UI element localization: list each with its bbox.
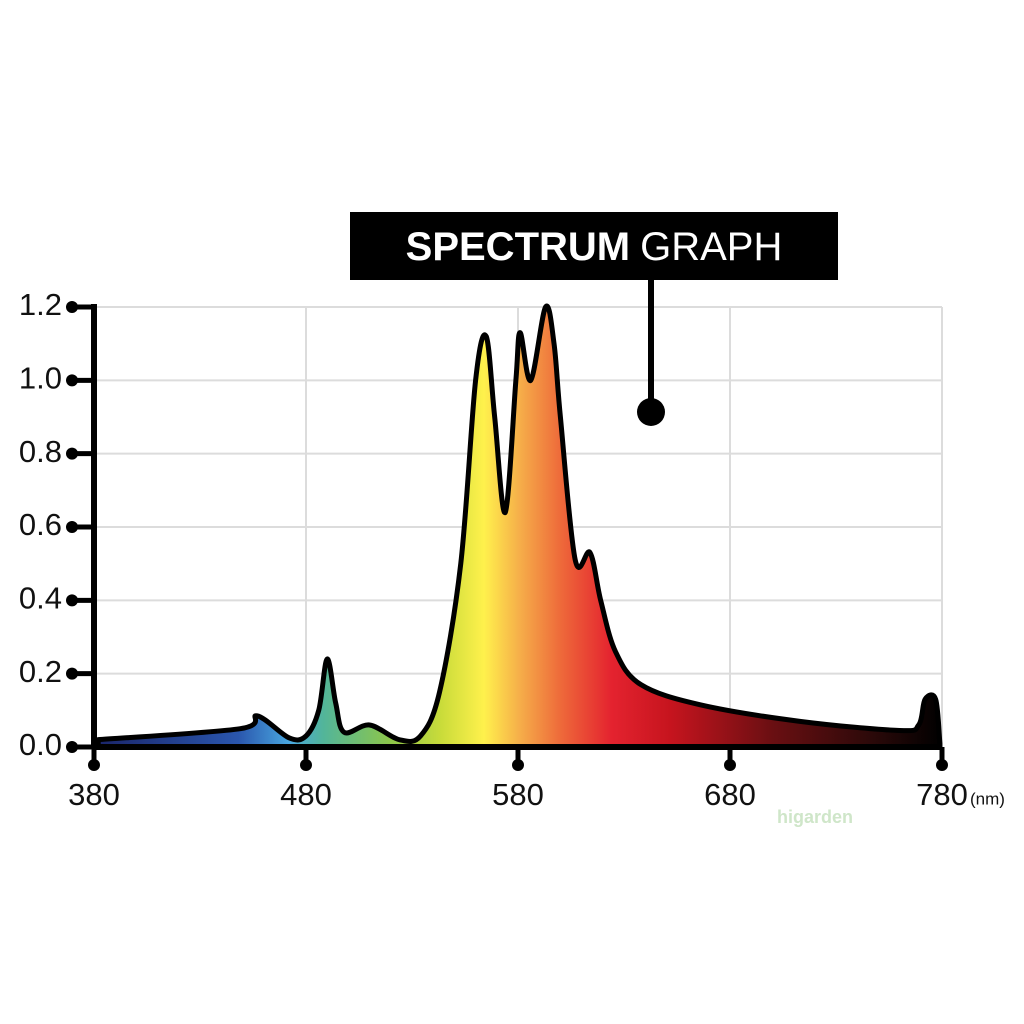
x-tick-label: 480 <box>280 777 332 812</box>
title-bold: SPECTRUM <box>406 225 630 269</box>
x-tick-dot <box>724 759 736 771</box>
y-tick-label: 0.2 <box>19 654 62 689</box>
area-layer <box>95 303 943 750</box>
y-tick-dot <box>66 301 78 313</box>
x-tick-dot <box>512 759 524 771</box>
x-tick-label: 380 <box>68 777 120 812</box>
title-light: GRAPH <box>640 225 782 269</box>
y-tick-label: 1.2 <box>19 287 62 322</box>
y-tick-dot <box>66 521 78 533</box>
title-dot <box>637 398 665 426</box>
y-tick-dot <box>66 447 78 460</box>
y-tick-label: 0.6 <box>19 507 62 542</box>
y-tick-dot <box>66 667 78 680</box>
x-tick-label: 780 <box>916 777 968 812</box>
x-tick-dot <box>88 759 100 771</box>
y-tick-label: 1.0 <box>19 361 62 396</box>
chart-title: SPECTRUM GRAPH <box>406 225 783 269</box>
y-tick-dot <box>66 741 78 753</box>
x-tick-label: 580 <box>492 777 544 812</box>
x-tick-label: 680 <box>704 777 756 812</box>
title-box <box>350 212 838 280</box>
x-tick-dot <box>300 759 312 771</box>
watermark: higarden <box>777 807 853 827</box>
axes: 0.0 0.2 0.4 0.6 0.8 1.0 1.2 380 480 580 680 780 <box>19 287 968 812</box>
y-tick-label: 0.4 <box>19 581 62 616</box>
spectrum-area <box>95 303 943 750</box>
y-tick-dot <box>66 374 78 387</box>
x-axis-unit: (nm) <box>970 789 1005 808</box>
y-tick-dot <box>66 594 78 607</box>
x-tick-dot <box>936 759 948 771</box>
y-tick-label: 0.8 <box>19 434 62 469</box>
y-tick-label: 0.0 <box>19 727 62 762</box>
